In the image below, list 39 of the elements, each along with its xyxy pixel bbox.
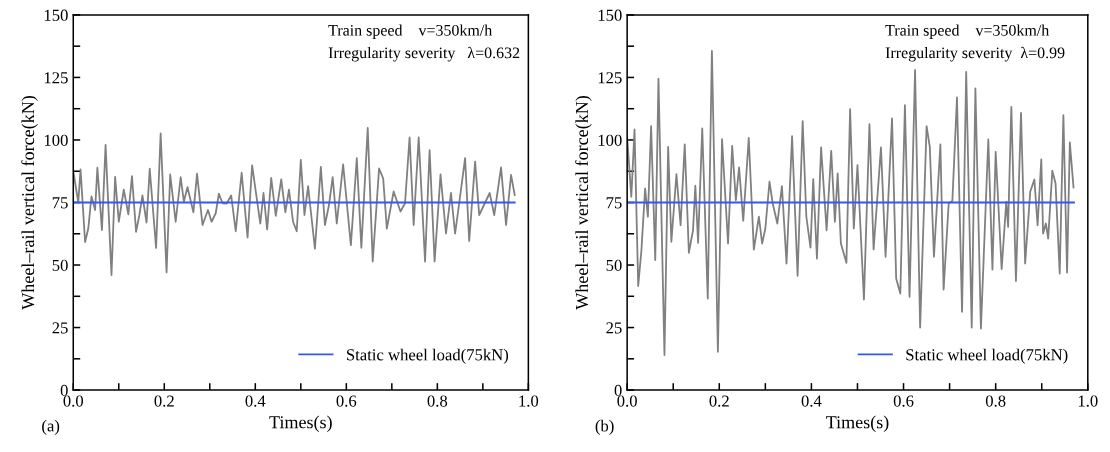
x-tick-label: 1.0 [1078, 395, 1098, 407]
y-tick-label: 0 [60, 384, 68, 397]
x-axis-title: Times(s) [826, 415, 889, 432]
annotation: Train speed v=350km/h [328, 24, 493, 39]
x-tick-label: 0.8 [985, 395, 1006, 407]
legend-label: Static wheel load(75kN) [906, 348, 1068, 364]
x-tick-label: 1.0 [519, 395, 539, 407]
x-axis-title: Times(s) [269, 415, 332, 432]
y-tick-label: 50 [606, 259, 622, 271]
x-tick-label: 0.4 [245, 395, 266, 407]
y-axis-title: Wheel–rail vertical force(kN) [21, 96, 38, 310]
y-tick-label: 150 [598, 9, 622, 21]
line-series [73, 127, 516, 276]
y-tick-label: 125 [598, 72, 622, 84]
text: (b) [595, 419, 614, 435]
x-tick-label: 0.4 [801, 395, 822, 407]
x-tick-label: 0.0 [617, 395, 637, 407]
x-tick-label: 0.6 [893, 395, 914, 407]
x-tick-label: 0.8 [427, 395, 448, 407]
y-tick-label: 75 [52, 197, 68, 209]
annotation: Irregularity severity λ=0.99 [885, 46, 1065, 62]
y-tick-label: 50 [52, 259, 68, 271]
y-axis-title: Wheel–rail vertical force(kN) [575, 96, 592, 310]
text: (a) [42, 419, 60, 435]
y-tick-label: 100 [598, 134, 622, 146]
y-tick-label: 75 [606, 197, 622, 209]
y-tick-label: 125 [44, 72, 68, 84]
annotation: Irregularity severity λ=0.632 [328, 46, 520, 62]
legend-label: Static wheel load(75kN) [347, 348, 509, 364]
x-tick-label: 0.6 [336, 395, 357, 407]
y-tick-label: 25 [606, 322, 622, 334]
x-tick-label: 0.2 [709, 395, 729, 407]
x-tick-label: 0.0 [63, 395, 84, 407]
x-tick-label: 0.2 [154, 395, 174, 407]
y-tick-label: 150 [44, 9, 68, 21]
y-tick-label: 0 [614, 384, 622, 397]
annotation: Train speed v=350km/h [885, 24, 1050, 39]
y-tick-label: 25 [52, 322, 68, 334]
y-tick-label: 100 [44, 134, 68, 146]
